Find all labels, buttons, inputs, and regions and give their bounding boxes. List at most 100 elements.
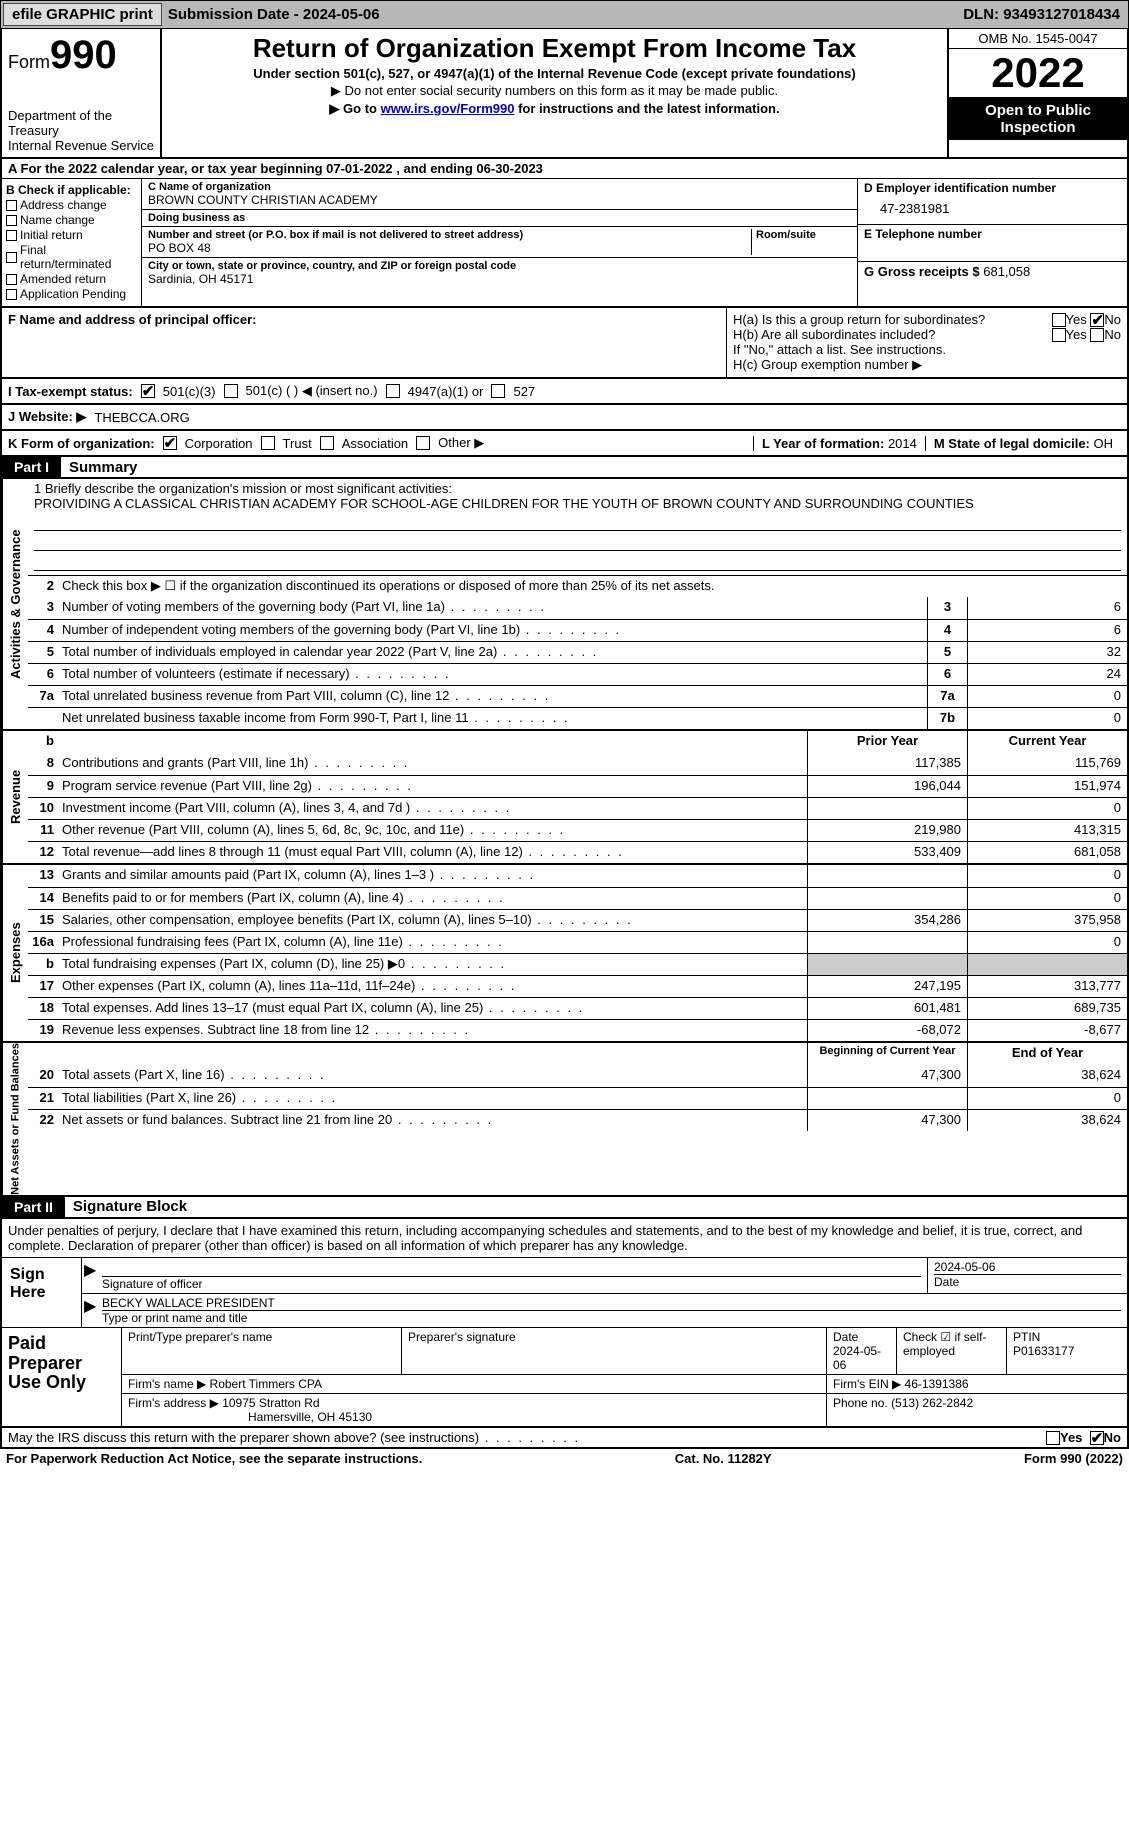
cb-name-change[interactable]: Name change (6, 213, 137, 227)
netassets-section: Net Assets or Fund Balances Beginning of… (0, 1043, 1129, 1197)
col-b-header: B Check if applicable: (6, 183, 137, 197)
submission-date: Submission Date - 2024-05-06 (164, 6, 963, 23)
governance-tab: Activities & Governance (2, 479, 28, 729)
officer-signature-field[interactable]: Signature of officer (96, 1258, 927, 1293)
table-row: 20Total assets (Part X, line 16)47,30038… (28, 1065, 1127, 1087)
efile-button[interactable]: efile GRAPHIC print (3, 3, 162, 26)
org-name: BROWN COUNTY CHRISTIAN ACADEMY (148, 193, 851, 207)
table-row: 5Total number of individuals employed in… (28, 641, 1127, 663)
cb-527[interactable] (491, 384, 505, 398)
omb-number: OMB No. 1545-0047 (949, 29, 1127, 49)
discuss-yes-checkbox[interactable] (1046, 1431, 1060, 1445)
line-2: 2Check this box ▶ ☐ if the organization … (28, 575, 1127, 597)
arrow-icon: ▶ (82, 1258, 96, 1293)
hb-no-checkbox[interactable] (1090, 328, 1104, 342)
part2-title: Signature Block (65, 1198, 187, 1215)
year-formation: L Year of formation: 2014 (753, 436, 925, 451)
tax-year: 2022 (949, 49, 1127, 98)
col-h: H(a) Is this a group return for subordin… (727, 308, 1127, 377)
hc-label: H(c) Group exemption number ▶ (733, 357, 1121, 373)
hb-label: H(b) Are all subordinates included? (733, 327, 1052, 342)
header-left: Form990 Department of the Treasury Inter… (2, 29, 162, 157)
revenue-header-row: b Prior Year Current Year (28, 731, 1127, 753)
part2-header: Part II Signature Block (0, 1197, 1129, 1219)
gross-cell: G Gross receipts $ 681,058 (858, 262, 1127, 281)
preparer-row2: Firm's name ▶ Robert Timmers CPA Firm's … (122, 1375, 1127, 1394)
dln: DLN: 93493127018434 (963, 6, 1128, 23)
revenue-section: Revenue b Prior Year Current Year 8Contr… (0, 731, 1129, 865)
preparer-block: Paid Preparer Use Only Print/Type prepar… (2, 1327, 1127, 1426)
footer-discuss: May the IRS discuss this return with the… (0, 1428, 1129, 1450)
part1-tag: Part I (2, 457, 61, 477)
irs-link[interactable]: www.irs.gov/Form990 (381, 101, 515, 116)
ein-cell: D Employer identification number 47-2381… (858, 179, 1127, 225)
header-mid: Return of Organization Exempt From Incom… (162, 29, 947, 157)
org-name-cell: C Name of organization BROWN COUNTY CHRI… (142, 179, 857, 210)
section-bcd: B Check if applicable: Address change Na… (0, 179, 1129, 308)
table-row: 21Total liabilities (Part X, line 26)0 (28, 1087, 1127, 1109)
website-row: J Website: ▶ THEBCCA.ORG (0, 405, 1129, 431)
table-row: 6Total number of volunteers (estimate if… (28, 663, 1127, 685)
preparer-row3: Firm's address ▶ 10975 Stratton Rd Hamer… (122, 1394, 1127, 1426)
addr-cell: Number and street (or P.O. box if mail i… (142, 227, 857, 258)
hb-yes-checkbox[interactable] (1052, 328, 1066, 342)
expenses-section: Expenses 13Grants and similar amounts pa… (0, 865, 1129, 1043)
preparer-row1: Print/Type preparer's name Preparer's si… (122, 1328, 1127, 1375)
cb-501c3[interactable] (141, 384, 155, 398)
gross-receipts: 681,058 (983, 264, 1030, 279)
discuss-no-checkbox[interactable] (1090, 1431, 1104, 1445)
expenses-tab: Expenses (2, 865, 28, 1041)
form-header: Form990 Department of the Treasury Inter… (0, 29, 1129, 159)
table-row: 10Investment income (Part VIII, column (… (28, 797, 1127, 819)
dba-cell: Doing business as (142, 210, 857, 227)
table-row: 18Total expenses. Add lines 13–17 (must … (28, 997, 1127, 1019)
header-sub3: ▶ Go to www.irs.gov/Form990 for instruct… (166, 101, 943, 117)
ha-yes-checkbox[interactable] (1052, 313, 1066, 327)
cb-association[interactable] (320, 436, 334, 450)
table-row: Net unrelated business taxable income fr… (28, 707, 1127, 729)
cb-other[interactable] (416, 436, 430, 450)
cb-final-return[interactable]: Final return/terminated (6, 243, 137, 271)
cb-amended-return[interactable]: Amended return (6, 272, 137, 286)
cb-address-change[interactable]: Address change (6, 198, 137, 212)
table-row: 22Net assets or fund balances. Subtract … (28, 1109, 1127, 1131)
declaration-text: Under penalties of perjury, I declare th… (2, 1219, 1127, 1257)
form-number: Form990 (8, 33, 154, 78)
table-row: 4Number of independent voting members of… (28, 619, 1127, 641)
open-to-public: Open to Public Inspection (949, 98, 1127, 140)
cb-corporation[interactable] (163, 436, 177, 450)
officer-name-field: BECKY WALLACE PRESIDENT Type or print na… (96, 1294, 1127, 1327)
revenue-tab: Revenue (2, 731, 28, 863)
section-fh: F Name and address of principal officer:… (0, 308, 1129, 379)
cb-4947[interactable] (386, 384, 400, 398)
table-row: 7aTotal unrelated business revenue from … (28, 685, 1127, 707)
tel-cell: E Telephone number (858, 225, 1127, 262)
table-row: 19Revenue less expenses. Subtract line 1… (28, 1019, 1127, 1041)
form-title: Return of Organization Exempt From Incom… (166, 33, 943, 64)
cb-initial-return[interactable]: Initial return (6, 228, 137, 242)
part1-title: Summary (61, 459, 137, 476)
mission-block: 1 Briefly describe the organization's mi… (28, 479, 1127, 575)
cb-trust[interactable] (261, 436, 275, 450)
part1-header: Part I Summary (0, 457, 1129, 479)
header-sub1: Under section 501(c), 527, or 4947(a)(1)… (166, 66, 943, 81)
governance-section: Activities & Governance 1 Briefly descri… (0, 479, 1129, 731)
table-row: 15Salaries, other compensation, employee… (28, 909, 1127, 931)
header-sub2: ▶ Do not enter social security numbers o… (166, 83, 943, 99)
korg-row: K Form of organization: Corporation Trus… (0, 431, 1129, 457)
ha-no-checkbox[interactable] (1090, 313, 1104, 327)
table-row: 14Benefits paid to or for members (Part … (28, 887, 1127, 909)
col-b: B Check if applicable: Address change Na… (2, 179, 142, 306)
header-right: OMB No. 1545-0047 2022 Open to Public In… (947, 29, 1127, 157)
cb-application-pending[interactable]: Application Pending (6, 287, 137, 301)
table-row: 8Contributions and grants (Part VIII, li… (28, 753, 1127, 775)
cb-501c[interactable] (224, 384, 238, 398)
website-value: THEBCCA.ORG (94, 410, 189, 425)
table-row: 13Grants and similar amounts paid (Part … (28, 865, 1127, 887)
table-row: 12Total revenue—add lines 8 through 11 (… (28, 841, 1127, 863)
col-c: C Name of organization BROWN COUNTY CHRI… (142, 179, 857, 306)
footer-bottom: For Paperwork Reduction Act Notice, see … (0, 1449, 1129, 1468)
dept-label: Department of the Treasury (8, 108, 154, 138)
preparer-label: Paid Preparer Use Only (2, 1328, 122, 1426)
signature-date: 2024-05-06 Date (927, 1258, 1127, 1293)
